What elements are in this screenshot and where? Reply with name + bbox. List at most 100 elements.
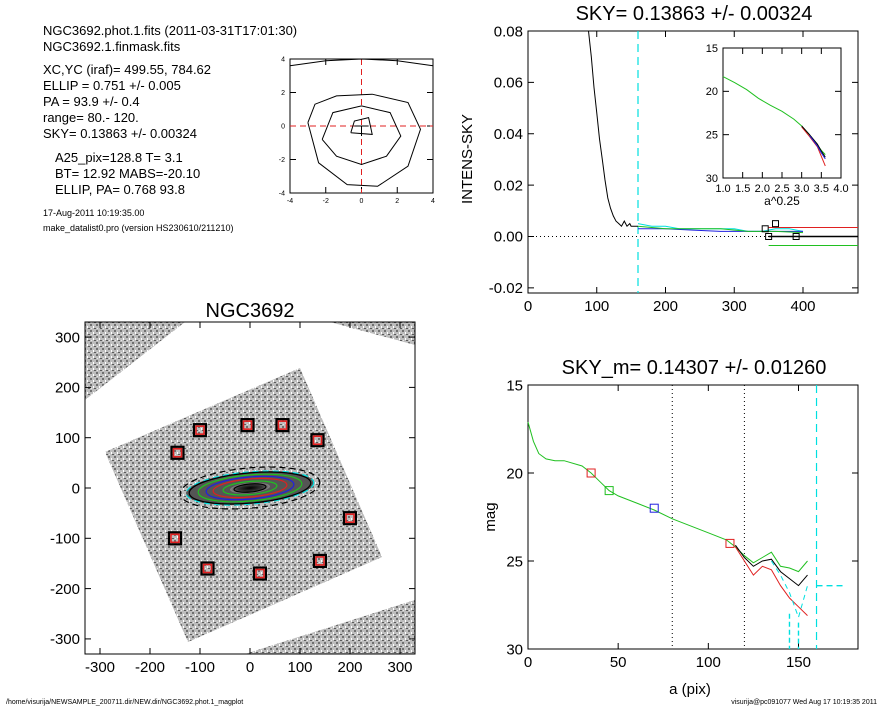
masked-star-box-inner — [315, 556, 325, 566]
image-main-frame — [105, 368, 382, 642]
info-line-range: range= 80.- 120. — [43, 110, 139, 125]
x-tick-label: 0 — [524, 654, 532, 671]
image-corner-bottom-right — [245, 600, 415, 654]
isophote-ellipse-blue — [205, 475, 295, 501]
y-tick-label: 15 — [506, 377, 523, 394]
centroid-plot: -4 -2 0 2 4 -4 -2 0 2 4 — [279, 56, 435, 205]
info-program: make_datalist0.pro (version HS230610/211… — [43, 223, 233, 233]
y-tick-label: -0.02 — [489, 280, 523, 297]
x-tick-label: 2.5 — [774, 183, 789, 195]
y-tick-label: 30 — [706, 173, 718, 185]
info-line-ellip-pa: ELLIP, PA= 0.768 93.8 — [55, 182, 185, 197]
inset-frame — [722, 47, 842, 179]
masked-star-box-inner — [255, 568, 265, 579]
masked-star-box-inner — [195, 425, 205, 435]
y-tick-label: 0.04 — [494, 126, 523, 143]
isophote-ellipse-red — [212, 477, 288, 499]
x-tick-label: -2 — [323, 198, 329, 205]
masked-star-box-inner — [202, 563, 213, 574]
x-tick-label: 4.0 — [833, 183, 848, 195]
masked-star-box — [200, 561, 215, 576]
x-tick-label: 2 — [395, 198, 399, 205]
x-tick-label: 0 — [524, 298, 532, 315]
x-tick-label: 3.0 — [794, 183, 809, 195]
masked-star-box-inner — [277, 420, 288, 430]
info-block: NGC3692.phot.1.fits (2011-03-31T17:01:30… — [43, 23, 297, 233]
info-line-sky: SKY= 0.13863 +/- 0.00324 — [43, 126, 197, 141]
x-tick-label: 2.0 — [755, 183, 770, 195]
galaxy-image-yticks: -300 -200 -100 0 100 200 300 — [50, 329, 415, 648]
y-tick-label: 25 — [706, 130, 718, 142]
mag-marker-blue — [649, 503, 659, 513]
x-tick-label: 0 — [360, 198, 364, 205]
info-line-pa: PA = 93.9 +/- 0.4 — [43, 94, 140, 109]
mag-series-black — [734, 544, 808, 587]
isophote-contour — [321, 105, 402, 166]
masked-star-box — [252, 566, 268, 581]
y-tick-label: 15 — [706, 43, 718, 55]
x-tick-label: 300 — [722, 298, 747, 315]
image-corner-top-right — [330, 322, 415, 345]
mag-marker-green — [604, 486, 614, 496]
mag-series-red — [734, 546, 808, 616]
info-line-center: XC,YC (iraf)= 499.55, 784.62 — [43, 62, 211, 77]
y-tick-label: 0 — [281, 123, 285, 130]
sky-marker — [772, 220, 779, 228]
x-tick-label: 100 — [696, 654, 721, 671]
y-tick-label: -100 — [50, 531, 80, 548]
outer-contour-arc — [289, 58, 434, 67]
sky-profile-ylabel: INTENS-SKY — [459, 114, 476, 204]
sky-profile-yticks: -0.02 0.00 0.02 0.04 0.06 0.08 — [489, 23, 858, 297]
mag-profile-series — [527, 385, 844, 649]
centroid-xticks: -4 -2 0 2 4 — [287, 59, 435, 205]
isophote-ellipse-black — [233, 483, 267, 493]
image-corner-top-left — [85, 322, 185, 400]
sky-profile-series — [528, 30, 858, 293]
sky-profile-xticks: 0 100 200 300 400 — [524, 31, 816, 315]
masked-star-box — [342, 511, 358, 526]
footer-user-date: visurija@pc091077 Wed Aug 17 10:19:35 20… — [731, 699, 877, 706]
y-tick-label: -2 — [279, 157, 285, 164]
mag-profile-yticks: 15 20 25 30 — [506, 377, 858, 658]
masked-star-box-inner — [172, 447, 183, 458]
masked-star-box — [275, 418, 290, 433]
x-tick-label: -100 — [185, 659, 215, 676]
x-tick-label: 4 — [431, 198, 435, 205]
y-tick-label: 20 — [706, 86, 718, 98]
mag-profile-xticks: 0 50 100 150 — [524, 385, 811, 671]
sky-profile-title: SKY= 0.13863 +/- 0.00324 — [576, 3, 813, 25]
y-tick-label: 200 — [55, 380, 80, 397]
masked-star-box-inner — [312, 435, 323, 446]
x-tick-label: 0 — [246, 659, 254, 676]
mag-profile-ylabel: mag — [482, 502, 499, 531]
centroid-yticks: -4 -2 0 2 4 — [279, 56, 433, 197]
x-tick-label: 400 — [790, 298, 815, 315]
inset-xticks: 1.0 1.5 2.0 2.5 3.0 3.5 4.0 — [715, 48, 849, 195]
mag-profile-frame — [527, 384, 859, 650]
masked-star-box — [170, 445, 185, 460]
centroid-contours — [289, 58, 434, 193]
x-tick-label: -4 — [287, 198, 293, 205]
sky-profile-frame — [527, 30, 859, 294]
y-tick-label: 30 — [506, 641, 523, 658]
masked-star-box — [312, 553, 328, 569]
profile-series-green — [637, 225, 804, 234]
isophote-ellipse-green — [197, 473, 303, 503]
isophote-ellipse-black — [179, 466, 321, 510]
mag-series-cyan — [770, 560, 808, 619]
x-tick-label: 100 — [287, 659, 312, 676]
x-tick-label: 1.5 — [735, 183, 750, 195]
isophote-ellipse-green — [222, 480, 278, 496]
y-tick-label: 4 — [281, 56, 285, 63]
y-tick-label: 0 — [72, 480, 80, 497]
masked-star-box-inner — [242, 420, 253, 430]
y-tick-label: -200 — [50, 581, 80, 598]
masked-star-box — [310, 433, 325, 448]
masked-star-box — [167, 531, 183, 546]
y-tick-label: 300 — [55, 329, 80, 346]
x-tick-label: -200 — [135, 659, 165, 676]
isophote-contour — [307, 93, 422, 187]
mag-profile-xlabel: a (pix) — [669, 681, 711, 698]
info-line-mask: NGC3692.1.finmask.fits — [43, 39, 181, 54]
